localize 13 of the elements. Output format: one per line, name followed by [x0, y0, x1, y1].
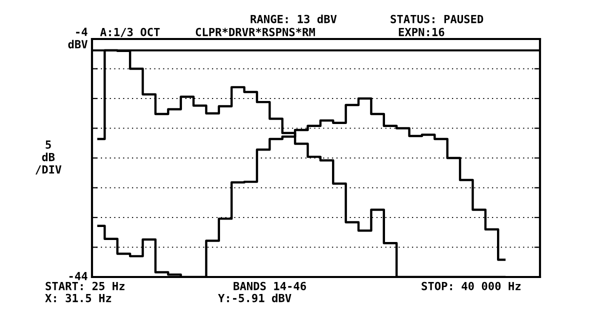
y-tick-label: -4 dBV: [68, 28, 88, 48]
text: STATUS: PAUSED: [390, 14, 484, 24]
y-tick-label: -44: [69, 272, 88, 280]
text: RANGE: 13 dBV: [250, 14, 337, 24]
text: A:1/3 OCT: [100, 28, 160, 38]
text: Y:-5.91 dBV: [218, 294, 292, 302]
text: STOP: 40 000 Hz: [422, 282, 521, 290]
text: EXPN:16: [398, 28, 444, 36]
text: START: 25 Hz: [46, 282, 124, 290]
text: BANDS 14-46: [234, 282, 306, 290]
text: X: 31.5 Hz: [45, 294, 112, 302]
y-axis-title: 5 dB /DIV: [36, 140, 62, 175]
text: CLPR*DRVR*RSPNS*RM: [196, 28, 315, 36]
